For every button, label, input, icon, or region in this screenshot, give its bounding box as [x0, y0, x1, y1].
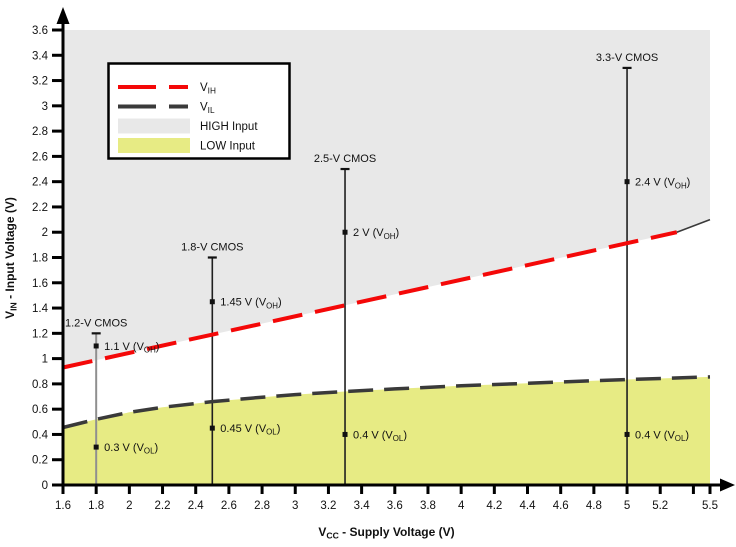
x-tick-label: 3.4: [354, 500, 371, 512]
y-tick-label: 0.2: [32, 455, 48, 467]
x-tick-label: 2.2: [155, 500, 171, 512]
x-tick-label: 1.8: [88, 500, 104, 512]
y-tick-label: 3.6: [32, 25, 48, 37]
cmos-vol-label: 0.4 V (VOL): [353, 429, 407, 443]
y-tick-label: 2: [42, 227, 48, 239]
y-tick-label: 3.2: [32, 76, 48, 88]
x-tick-label: 2.4: [188, 500, 205, 512]
cmos-voh-marker: [209, 299, 215, 305]
cmos-standard-title: 2.5-V CMOS: [314, 153, 376, 165]
cmos-standard-title: 1.8-V CMOS: [181, 242, 243, 254]
cmos-vol-label: 0.45 V (VOL): [220, 423, 280, 437]
x-tick-label: 3.2: [320, 500, 336, 512]
cmos-standard-title: 3.3-V CMOS: [596, 52, 658, 64]
x-tick-label: 4.2: [486, 500, 502, 512]
legend: VIH VIL HIGH Input LOW Input: [107, 62, 291, 160]
y-tick-label: 0.6: [32, 404, 48, 416]
cmos-standard-title: 1.2-V CMOS: [65, 317, 127, 329]
cmos-vol-marker: [93, 444, 99, 450]
x-tick-label: 5: [624, 500, 630, 512]
x-tick-label: 2.6: [221, 500, 237, 512]
x-tick-label: 4.4: [520, 500, 537, 512]
x-tick-label: 5.5: [702, 500, 718, 512]
x-tick-label: 2: [126, 500, 132, 512]
cmos-voh-label: 2 V (VOH): [353, 227, 399, 241]
cmos-voh-marker: [93, 343, 99, 349]
x-tick-label: 3.6: [387, 500, 403, 512]
x-tick-label: 4: [458, 500, 465, 512]
x-tick-label: 4.6: [553, 500, 569, 512]
x-axis-title: VCC - Supply Voltage (V): [318, 525, 454, 541]
x-tick-label: 5.2: [652, 500, 668, 512]
y-tick-label: 2.6: [32, 151, 48, 163]
y-tick-label: 1.6: [32, 278, 48, 290]
cmos-vol-label: 0.3 V (VOL): [104, 442, 158, 456]
vih-curve: [62, 230, 678, 370]
legend-item-label: HIGH Input: [200, 121, 258, 133]
legend-fill-swatch: [118, 118, 190, 134]
cmos-vol-marker: [209, 425, 215, 431]
y-tick-label: 0.4: [32, 429, 49, 441]
y-tick-label: 0.8: [32, 379, 48, 391]
vil-curve: [62, 375, 711, 430]
cmos-vol-marker: [342, 431, 348, 437]
y-tick-label: 1.2: [32, 328, 48, 340]
y-tick-label: 2.4: [32, 177, 49, 189]
legend-item-label: VIH: [200, 82, 216, 96]
cmos-vol-marker: [624, 431, 630, 437]
cmos-voh-label: 1.1 V (VOH): [104, 341, 159, 355]
y-tick-label: 3.4: [32, 50, 49, 62]
legend-item-label: VIL: [200, 102, 215, 116]
x-tick-label: 4.8: [586, 500, 602, 512]
y-axis-arrow: [56, 7, 70, 24]
vih-boundary-extension: [676, 218, 711, 233]
y-tick-label: 2.2: [32, 202, 48, 214]
legend-fill-swatch: [118, 138, 190, 153]
low-input-region: [63, 376, 710, 485]
x-axis-arrow: [720, 478, 735, 492]
cmos-voh-label: 1.45 V (VOH): [220, 297, 281, 311]
y-axis-title: VIN - Input Voltage (V): [3, 197, 19, 319]
y-tick-label: 1: [42, 354, 48, 366]
legend-item-label: LOW Input: [200, 141, 256, 153]
x-tick-label: 3: [292, 500, 298, 512]
x-tick-label: 2.8: [254, 500, 270, 512]
y-tick-label: 2.8: [32, 126, 48, 138]
x-tick-label: 3.8: [420, 500, 436, 512]
y-tick-label: 3: [42, 101, 48, 113]
cmos-voh-marker: [624, 179, 630, 185]
cmos-voh-label: 2.4 V (VOH): [635, 177, 690, 191]
y-tick-label: 0: [42, 480, 48, 492]
y-tick-label: 1.8: [32, 253, 48, 265]
cmos-voh-marker: [342, 229, 348, 235]
cmos-vol-label: 0.4 V (VOL): [635, 429, 689, 443]
x-tick-label: 1.6: [55, 500, 71, 512]
y-tick-label: 1.4: [32, 303, 49, 315]
